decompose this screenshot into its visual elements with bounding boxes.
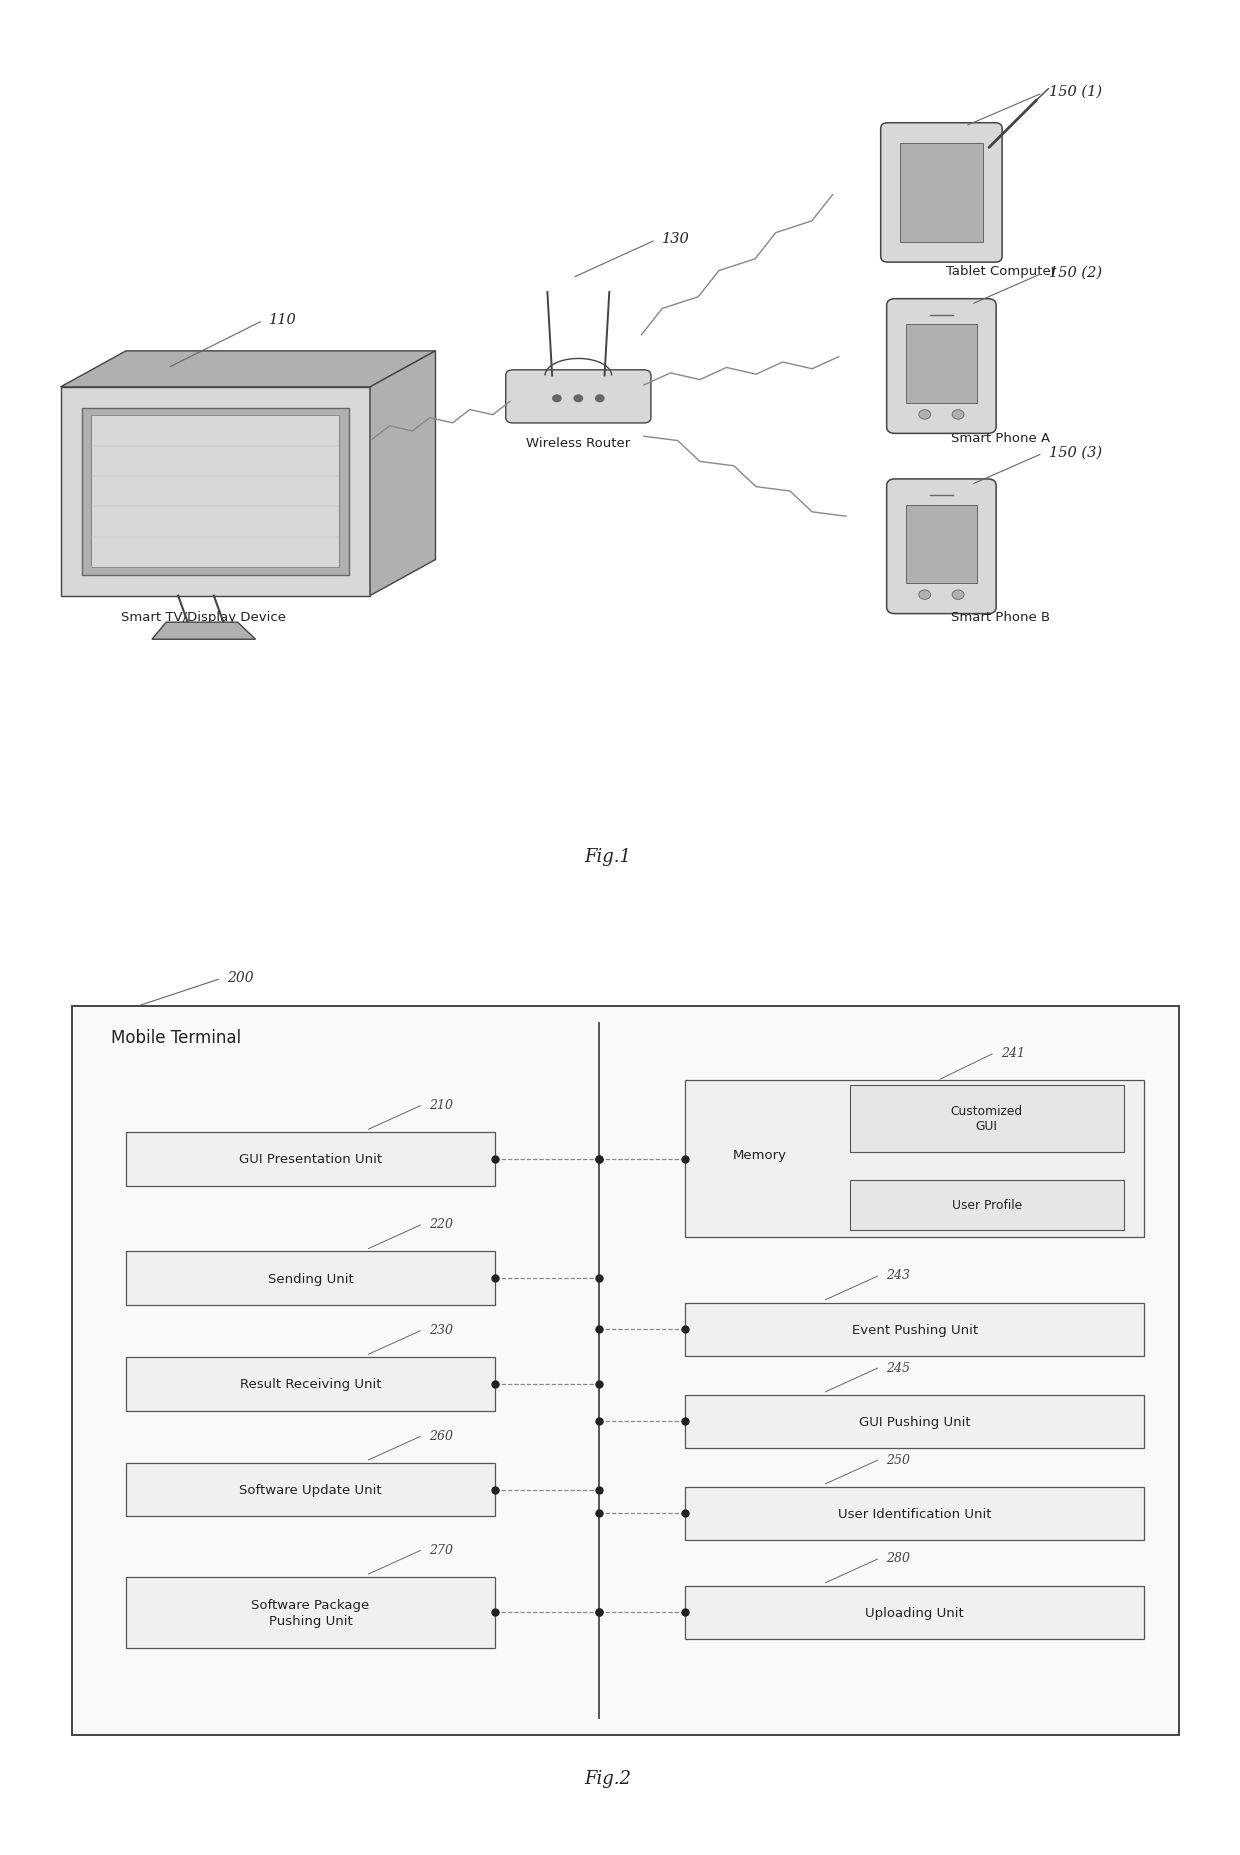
- Text: Event Pushing Unit: Event Pushing Unit: [852, 1323, 977, 1336]
- FancyBboxPatch shape: [126, 1252, 495, 1306]
- Text: 220: 220: [429, 1217, 453, 1230]
- FancyBboxPatch shape: [82, 408, 348, 575]
- Text: 280: 280: [887, 1551, 910, 1564]
- FancyBboxPatch shape: [126, 1133, 495, 1185]
- FancyBboxPatch shape: [686, 1302, 1143, 1356]
- Text: User Profile: User Profile: [951, 1198, 1022, 1211]
- Circle shape: [952, 590, 963, 599]
- Text: 243: 243: [887, 1269, 910, 1282]
- Text: Software Update Unit: Software Update Unit: [239, 1484, 382, 1497]
- FancyBboxPatch shape: [126, 1464, 495, 1517]
- Text: Uploading Unit: Uploading Unit: [866, 1606, 963, 1619]
- FancyBboxPatch shape: [880, 124, 1002, 263]
- Text: Sending Unit: Sending Unit: [268, 1273, 353, 1286]
- Text: 230: 230: [429, 1323, 453, 1336]
- Text: Result Receiving Unit: Result Receiving Unit: [239, 1378, 381, 1391]
- FancyBboxPatch shape: [849, 1180, 1123, 1230]
- Circle shape: [574, 395, 583, 403]
- Text: Software Package
Pushing Unit: Software Package Pushing Unit: [252, 1597, 370, 1627]
- Circle shape: [919, 590, 931, 599]
- FancyBboxPatch shape: [900, 143, 983, 243]
- FancyBboxPatch shape: [126, 1577, 495, 1647]
- Text: Smart Phone A: Smart Phone A: [951, 432, 1050, 445]
- Text: Smart TV/Display Device: Smart TV/Display Device: [120, 610, 286, 623]
- Text: Tablet Computer: Tablet Computer: [946, 265, 1056, 278]
- Text: 110: 110: [269, 312, 296, 326]
- Text: Smart Phone B: Smart Phone B: [951, 610, 1050, 623]
- Circle shape: [952, 410, 963, 419]
- Text: Wireless Router: Wireless Router: [526, 438, 630, 451]
- FancyBboxPatch shape: [905, 505, 977, 584]
- Text: 130: 130: [662, 232, 689, 247]
- FancyBboxPatch shape: [72, 1007, 1179, 1734]
- Text: Mobile Terminal: Mobile Terminal: [110, 1028, 241, 1046]
- Polygon shape: [370, 352, 435, 595]
- Text: 250: 250: [887, 1452, 910, 1465]
- Text: 241: 241: [1001, 1046, 1024, 1059]
- FancyBboxPatch shape: [849, 1085, 1123, 1152]
- FancyBboxPatch shape: [506, 371, 651, 423]
- Text: 245: 245: [887, 1362, 910, 1375]
- FancyBboxPatch shape: [887, 299, 996, 434]
- FancyBboxPatch shape: [887, 480, 996, 614]
- Text: Memory: Memory: [733, 1148, 786, 1161]
- Text: GUI Presentation Unit: GUI Presentation Unit: [239, 1152, 382, 1165]
- Circle shape: [553, 395, 560, 403]
- Text: 150 (1): 150 (1): [1049, 85, 1101, 98]
- FancyBboxPatch shape: [686, 1395, 1143, 1449]
- Polygon shape: [61, 352, 435, 388]
- FancyBboxPatch shape: [905, 325, 977, 404]
- Circle shape: [595, 395, 604, 403]
- Text: 270: 270: [429, 1543, 453, 1556]
- FancyBboxPatch shape: [126, 1358, 495, 1412]
- Text: 210: 210: [429, 1098, 453, 1111]
- FancyBboxPatch shape: [92, 416, 339, 568]
- Text: Fig.1: Fig.1: [584, 848, 631, 866]
- Text: 150 (3): 150 (3): [1049, 445, 1101, 460]
- FancyBboxPatch shape: [686, 1488, 1143, 1540]
- Text: 200: 200: [227, 970, 254, 985]
- Text: Fig.2: Fig.2: [584, 1770, 631, 1788]
- Circle shape: [919, 410, 931, 419]
- FancyBboxPatch shape: [686, 1081, 1143, 1237]
- Text: 150 (2): 150 (2): [1049, 265, 1101, 278]
- Text: Customized
GUI: Customized GUI: [951, 1106, 1023, 1133]
- Text: 260: 260: [429, 1428, 453, 1441]
- FancyBboxPatch shape: [686, 1586, 1143, 1640]
- Polygon shape: [61, 388, 370, 595]
- Text: User Identification Unit: User Identification Unit: [838, 1506, 991, 1519]
- Text: GUI Pushing Unit: GUI Pushing Unit: [859, 1415, 971, 1428]
- Polygon shape: [153, 623, 255, 640]
